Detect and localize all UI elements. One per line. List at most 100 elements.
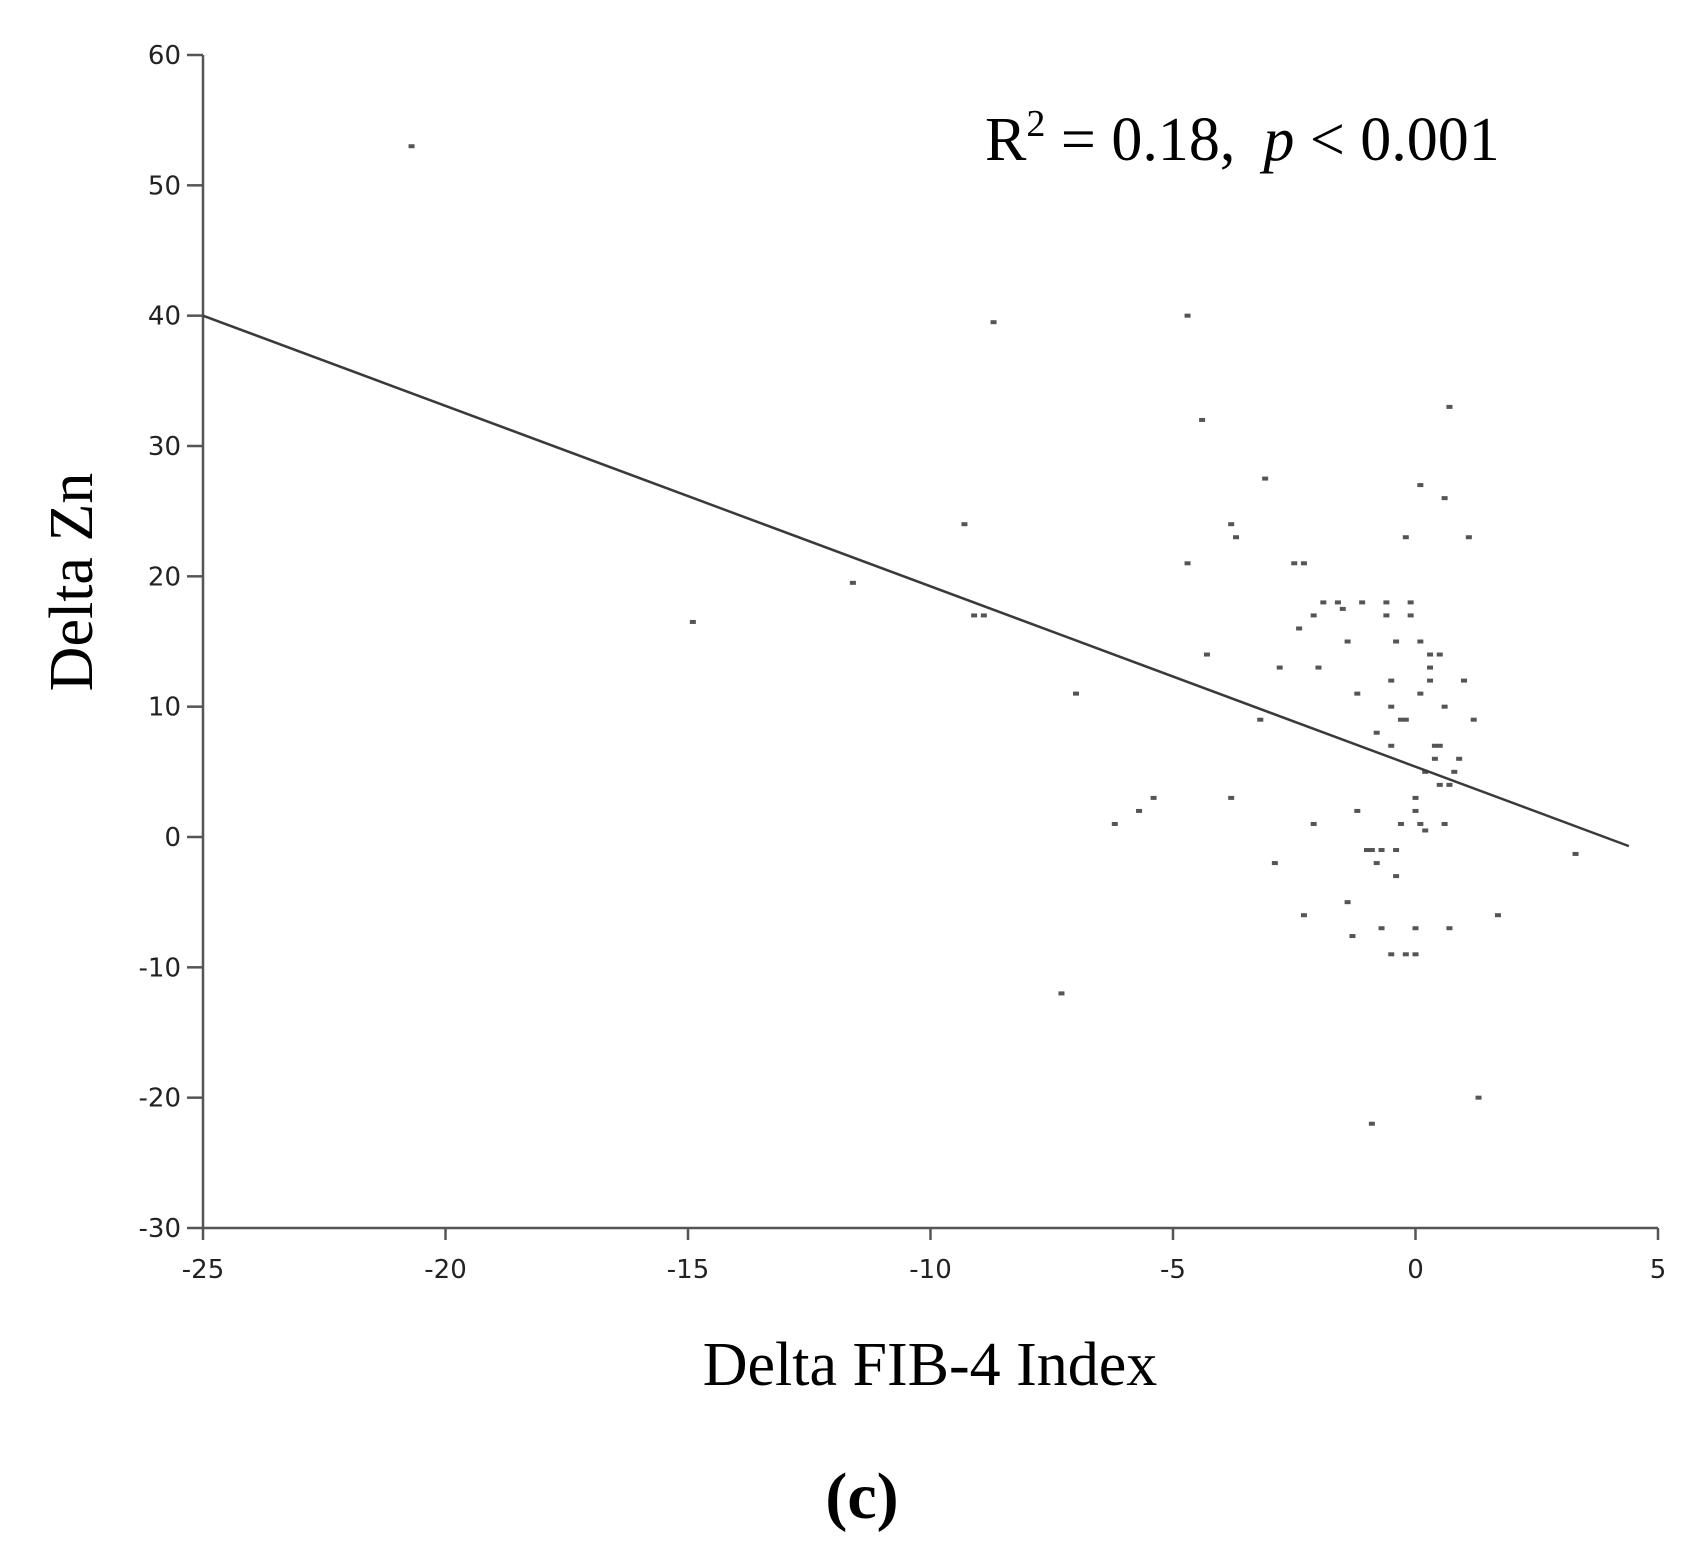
scatter-point <box>1368 1121 1375 1126</box>
scatter-point <box>1397 717 1404 722</box>
y-tick-label: -30 <box>139 1214 181 1244</box>
scatter-point <box>1417 691 1424 696</box>
y-axis-title: Delta Zn <box>38 473 106 692</box>
scatter-point <box>689 619 696 624</box>
scatter-point <box>1334 600 1341 605</box>
scatter-point <box>1412 795 1419 800</box>
scatter-point <box>1422 769 1429 774</box>
scatter-point <box>1320 600 1327 605</box>
r2-superscript: 2 <box>1026 103 1045 145</box>
scatter-point <box>971 613 978 618</box>
scatter-point <box>408 144 415 149</box>
scatter-point <box>1150 795 1157 800</box>
scatter-point <box>1233 535 1240 540</box>
scatter-point <box>1446 782 1453 787</box>
scatter-point <box>1310 821 1317 826</box>
scatter-point <box>1417 639 1424 644</box>
scatter-point <box>1427 652 1434 657</box>
y-tick-label: 30 <box>148 432 181 462</box>
p-symbol: p <box>1259 106 1294 174</box>
scatter-point <box>1461 678 1467 683</box>
scatter-point <box>1475 1095 1482 1100</box>
scatter-point <box>1431 743 1438 748</box>
scatter-point <box>1257 717 1264 722</box>
scatter-point <box>1412 952 1419 957</box>
x-tick-label: -10 <box>909 1255 951 1285</box>
scatter-point <box>1378 926 1385 931</box>
y-tick-label: 50 <box>148 171 181 201</box>
r2-value: = 0.18, <box>1045 106 1235 174</box>
scatter-point <box>1364 848 1370 853</box>
x-tick-label: 0 <box>1407 1255 1424 1285</box>
scatter-point <box>1354 691 1361 696</box>
scatter-point <box>1446 926 1453 931</box>
scatter-point <box>1383 600 1390 605</box>
y-tick-label: 60 <box>148 41 181 71</box>
scatter-point <box>1427 678 1434 683</box>
scatter-point <box>1339 606 1346 611</box>
scatter-point <box>1436 743 1443 748</box>
scatter-point <box>1393 639 1400 644</box>
y-tick-label: 40 <box>148 302 181 332</box>
scatter-point <box>1296 626 1303 631</box>
scatter-point <box>1427 665 1434 670</box>
scatter-point <box>1368 848 1375 853</box>
scatter-point <box>1572 851 1579 856</box>
plot-area: -25 -20 -15 -10 -5 0 5 60 50 40 30 20 10 0 -10 -20 -30 <box>139 41 1667 1285</box>
scatter-point <box>1465 535 1472 540</box>
scatter-point <box>1344 639 1351 644</box>
x-tick-label: -20 <box>424 1255 466 1285</box>
y-axis-ticks: 60 50 40 30 20 10 0 -10 -20 -30 <box>139 41 203 1244</box>
scatter-point <box>990 320 997 325</box>
y-tick-label: 20 <box>148 562 181 592</box>
scatter-point <box>1451 769 1458 774</box>
scatter-point <box>1349 934 1356 939</box>
r2-label: R <box>985 106 1027 174</box>
scatter-point <box>1383 613 1390 618</box>
scatter-point <box>1359 600 1366 605</box>
scatter-point <box>1388 678 1395 683</box>
x-axis-title: Delta FIB-4 Index <box>703 1331 1158 1399</box>
scatter-point <box>1184 313 1191 318</box>
scatter-point <box>1184 561 1191 566</box>
scatter-point <box>1300 913 1307 918</box>
scatter-point <box>1228 522 1235 527</box>
scatter-point <box>1393 848 1400 853</box>
scatter-point <box>1393 874 1400 879</box>
scatter-point <box>1402 717 1409 722</box>
x-tick-label: 5 <box>1650 1255 1667 1285</box>
y-tick-label: -10 <box>139 953 181 983</box>
scatter-point <box>1441 821 1448 826</box>
scatter-point <box>1422 828 1429 833</box>
x-tick-label: -15 <box>667 1255 709 1285</box>
scatter-point <box>1310 613 1317 618</box>
scatter-point <box>1412 926 1419 931</box>
scatter-point <box>1300 561 1307 566</box>
scatter-point <box>1456 756 1463 761</box>
scatter-point <box>1058 991 1065 996</box>
scatter-point <box>1494 913 1501 918</box>
scatter-point <box>961 522 968 527</box>
p-value: < 0.001 <box>1294 106 1499 174</box>
scatter-point <box>1402 535 1409 540</box>
scatter-point <box>1470 717 1477 722</box>
scatter-point <box>1373 730 1380 735</box>
scatter-point <box>1291 561 1298 566</box>
scatter-point <box>1388 704 1395 709</box>
scatter-point <box>1373 861 1380 866</box>
scatter-point <box>1446 404 1453 409</box>
scatter-point <box>1397 821 1404 826</box>
scatter-point <box>1436 782 1443 787</box>
scatter-point <box>1402 952 1409 957</box>
scatter-point <box>1136 808 1143 813</box>
regression-line <box>202 314 1630 848</box>
scatter-point <box>1344 900 1351 905</box>
scatter-point <box>1276 665 1283 670</box>
scatter-point <box>1262 476 1269 481</box>
y-tick-label: 10 <box>148 693 181 723</box>
scatter-point <box>1315 665 1322 670</box>
scatter-point <box>1417 483 1424 488</box>
x-axis-ticks: -25 -20 -15 -10 -5 0 5 <box>182 1228 1667 1285</box>
scatter-point <box>980 613 987 618</box>
